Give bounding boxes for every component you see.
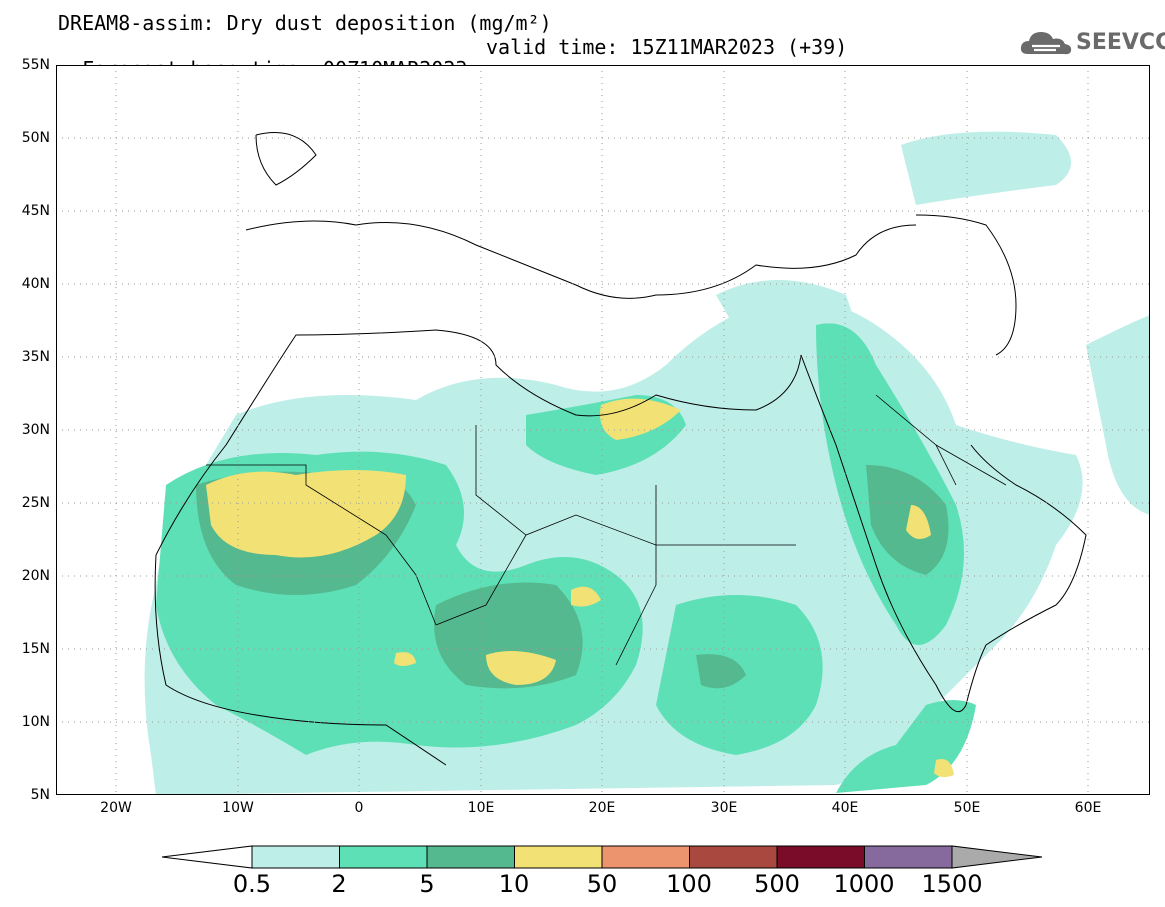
colorbar-swatch (864, 845, 953, 869)
lon-label: 10E (467, 800, 495, 816)
map-title: DREAM8-assim: Dry dust deposition (mg/m²… (58, 11, 552, 35)
colorbar-swatch (426, 845, 515, 869)
cloud-icon (1020, 32, 1072, 55)
colorbar-label: 10 (498, 870, 530, 898)
lat-label: 35N (21, 349, 50, 365)
lat-label: 15N (21, 641, 50, 657)
colorbar-swatch (514, 845, 603, 869)
country-borders (206, 394, 1007, 666)
colorbar-label: 50 (586, 870, 618, 898)
lon-label: 20E (588, 800, 616, 816)
colorbar-label: 100 (666, 870, 712, 898)
lat-label: 20N (21, 568, 50, 584)
colorbar-swatch (601, 845, 690, 869)
lon-label: 60E (1074, 800, 1102, 816)
colorbar-swatch (251, 845, 340, 869)
colorbar-label: 500 (754, 870, 800, 898)
colorbar-swatch (689, 845, 778, 869)
lat-label: 55N (21, 57, 50, 73)
lon-label: 30E (710, 800, 738, 816)
colorbar (160, 842, 1045, 872)
colorbar-swatches (161, 845, 1043, 869)
lat-label: 40N (21, 276, 50, 292)
colorbar-swatch (776, 845, 865, 869)
lat-label: 25N (21, 495, 50, 511)
map-frame (56, 65, 1150, 795)
colorbar-label: 5 (419, 870, 435, 898)
lat-label: 30N (21, 422, 50, 438)
valid-time-text: valid time: 15Z11MAR2023 (+39) (486, 35, 848, 59)
lon-label: 0 (354, 800, 364, 816)
lon-label: 20W (100, 800, 132, 816)
map-grid (56, 65, 1150, 795)
map-panel (56, 65, 1150, 795)
lon-label: 10W (222, 800, 254, 816)
lon-label: 40E (831, 800, 859, 816)
lat-label: 5N (30, 787, 50, 803)
colorbar-label: 2 (331, 870, 347, 898)
colorbar-swatch (339, 845, 428, 869)
lon-label: 50E (953, 800, 981, 816)
colorbar-label: 1000 (833, 870, 895, 898)
colorbar-under-arrow (161, 845, 253, 869)
colorbar-label: 1500 (921, 870, 983, 898)
dust-deposition-map (56, 65, 1150, 795)
logo-text: SEEVCCC (1076, 30, 1165, 55)
colorbar-over-arrow (951, 845, 1043, 869)
coastlines (154, 132, 1087, 766)
lat-label: 10N (21, 714, 50, 730)
lat-label: 50N (21, 130, 50, 146)
seevccc-logo: SEEVCCC (1018, 26, 1165, 60)
lat-label: 45N (21, 203, 50, 219)
colorbar-label: 0.5 (232, 870, 272, 898)
